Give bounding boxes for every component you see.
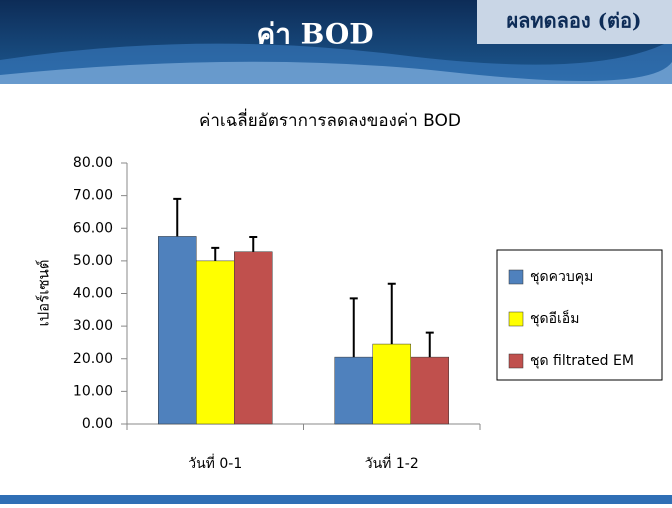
error-bar: [349, 297, 358, 358]
legend-label: ชุดอีเอ็ม: [530, 309, 579, 327]
chart-title: ค่าเฉลี่ยอัตราการลดลงของค่า BOD: [199, 108, 461, 131]
y-tick-label: 30.00: [73, 318, 113, 334]
bar: [372, 343, 411, 425]
error-bar: [387, 282, 396, 345]
error-bar: [249, 236, 258, 252]
y-axis-label: เปอร์เซนต์: [35, 259, 53, 326]
bar: [158, 236, 197, 425]
tag-box: [477, 0, 672, 44]
legend-swatch: [508, 311, 524, 327]
legend-swatch: [508, 269, 524, 285]
footer-band: [0, 495, 672, 504]
legend-label: ชุด filtrated EM: [530, 353, 634, 369]
slide-tag: ผลทดลอง (ต่อ): [506, 9, 641, 33]
error-bar: [425, 331, 434, 358]
y-tick-label: 10.00: [73, 383, 113, 399]
x-tick-label: วันที่ 1-2: [365, 454, 419, 472]
x-tick-label: วันที่ 0-1: [188, 454, 242, 472]
header-wave: [0, 61, 672, 84]
y-tick-label: 60.00: [73, 220, 113, 236]
legend-swatch: [508, 353, 524, 369]
bar: [334, 356, 373, 425]
y-tick-label: 20.00: [73, 351, 113, 367]
bar: [410, 356, 449, 425]
bar: [196, 260, 235, 425]
legend-box: [496, 249, 663, 381]
error-bar: [173, 197, 182, 237]
bar: [234, 251, 273, 425]
legend-label: ชุดควบคุม: [530, 269, 593, 285]
slide-title: ค่า BOD: [256, 18, 373, 51]
y-tick-label: 80.00: [73, 155, 113, 171]
y-tick-label: 50.00: [73, 253, 113, 269]
y-tick-label: 70.00: [73, 188, 113, 204]
y-tick-label: 40.00: [73, 286, 113, 302]
y-tick-label: 0.00: [82, 416, 113, 432]
error-bar: [211, 246, 220, 261]
